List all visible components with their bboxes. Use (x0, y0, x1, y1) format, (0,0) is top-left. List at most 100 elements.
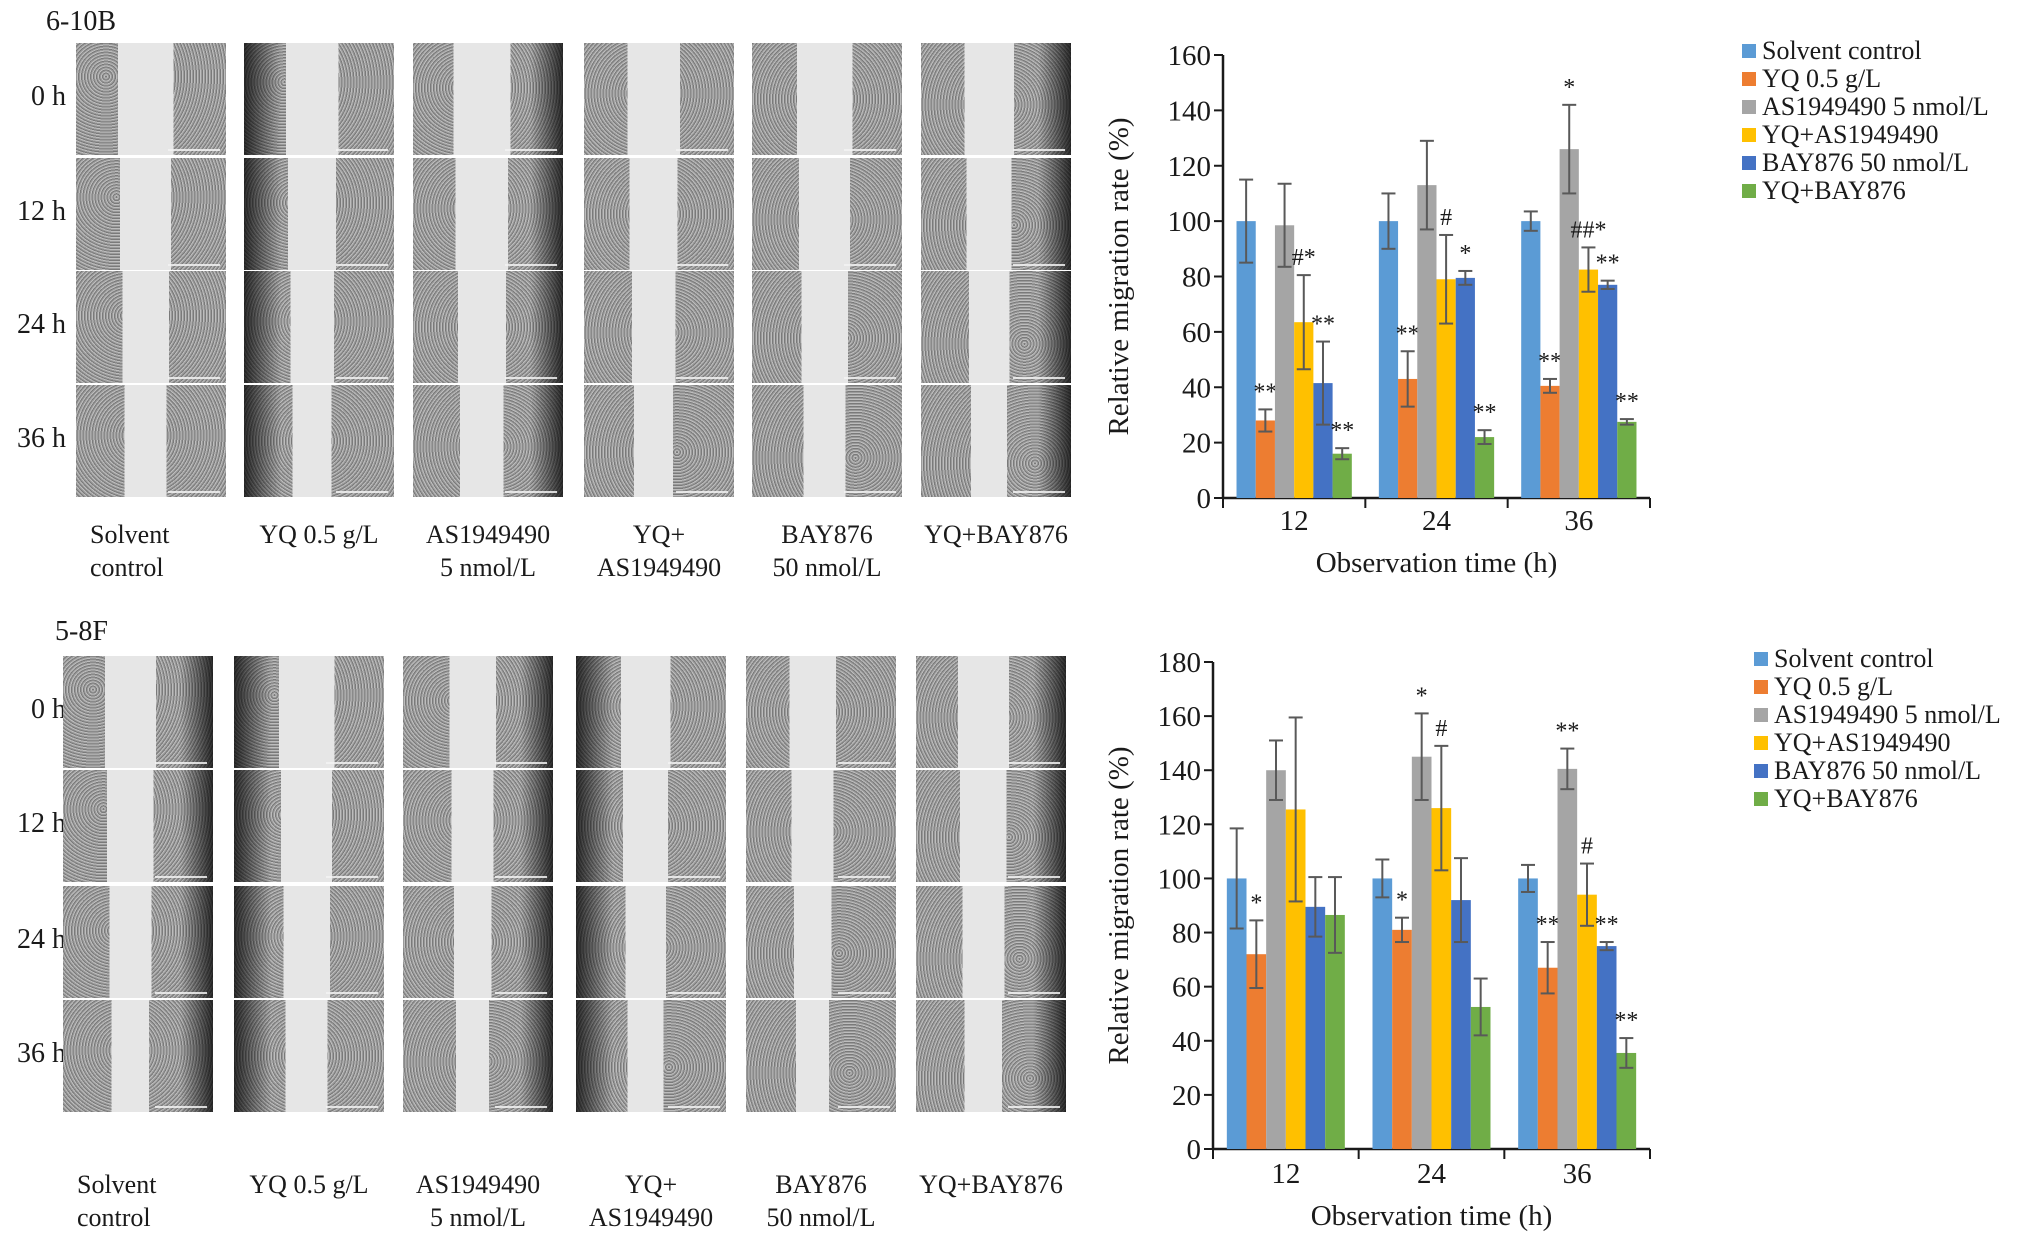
bar (1246, 954, 1267, 1149)
bar (1294, 322, 1314, 498)
wound-healing-micrograph (234, 886, 384, 998)
scale-bar (155, 1106, 207, 1108)
bar (1616, 1052, 1637, 1149)
wound-healing-micrograph (234, 770, 384, 882)
treatment-group-label: Solvent control (77, 1170, 157, 1232)
scale-bar (1008, 876, 1060, 878)
legend-swatch (1742, 100, 1756, 114)
x-tick-label: 24 (1422, 505, 1452, 537)
scale-bar (495, 876, 547, 878)
time-row-label: 12 h (17, 808, 66, 839)
wound-healing-micrograph (916, 656, 1066, 768)
significance-marker: ** (1536, 912, 1560, 938)
wound-healing-micrograph (746, 770, 896, 882)
treatment-group-label: YQ 0.5 g/L (249, 1170, 369, 1199)
y-tick-label: 140 (1158, 755, 1202, 787)
scale-bar (168, 264, 220, 266)
scale-bar (495, 762, 547, 764)
scale-bar (168, 149, 220, 151)
significance-marker: ** (1473, 400, 1497, 426)
wound-healing-micrograph (244, 385, 394, 497)
scale-bar (495, 992, 547, 994)
wound-healing-micrograph (921, 271, 1071, 383)
significance-marker: * (1416, 683, 1428, 709)
legend-label: YQ 0.5 g/L (1774, 672, 1893, 701)
significance-marker: #* (1292, 245, 1316, 271)
scale-bar (844, 377, 896, 379)
bar (1596, 946, 1617, 1149)
significance-marker: * (1250, 890, 1262, 916)
significance-marker: ** (1396, 321, 1420, 347)
scale-bar (326, 992, 378, 994)
wound-healing-micrograph (916, 1000, 1066, 1112)
significance-marker: * (1563, 75, 1575, 101)
wound-healing-micrograph (916, 886, 1066, 998)
wound-healing-micrograph (63, 1000, 213, 1112)
scale-bar (336, 491, 388, 493)
bar (1474, 437, 1495, 498)
wound-healing-micrograph (403, 770, 553, 882)
y-tick-label: 20 (1182, 428, 1211, 460)
wound-healing-micrograph (234, 1000, 384, 1112)
wound-healing-micrograph (752, 158, 902, 270)
bar (1325, 914, 1345, 1149)
scale-bar (838, 992, 890, 994)
scale-bar (505, 149, 557, 151)
scale-bar (336, 377, 388, 379)
y-tick-label: 140 (1168, 95, 1212, 127)
y-tick-label: 120 (1168, 151, 1212, 183)
wound-healing-micrograph (63, 770, 213, 882)
wound-healing-micrograph (76, 385, 226, 497)
bar (1378, 221, 1399, 498)
y-tick-label: 180 (1158, 647, 1202, 679)
wound-healing-micrograph (244, 271, 394, 383)
wound-healing-micrograph (413, 271, 563, 383)
panel-label-6-10b: 6-10B (46, 6, 116, 37)
bar (1521, 221, 1541, 498)
scale-bar (676, 491, 728, 493)
scale-bar (155, 762, 207, 764)
scale-bar (1008, 762, 1060, 764)
scale-bar (168, 491, 220, 493)
treatment-group-label: YQ+ AS1949490 (596, 520, 722, 582)
bar (1470, 1006, 1491, 1149)
scale-bar (505, 264, 557, 266)
legend-swatch (1754, 764, 1768, 778)
wound-healing-micrograph (76, 43, 226, 155)
wound-healing-micrograph (576, 1000, 726, 1112)
legend-swatch (1754, 708, 1768, 722)
bar (1285, 809, 1306, 1149)
legend-swatch (1742, 128, 1756, 142)
scale-bar (668, 762, 720, 764)
scale-bar (168, 377, 220, 379)
significance-marker: # (1435, 716, 1447, 742)
scale-bar (676, 149, 728, 151)
wound-healing-micrograph (752, 385, 902, 497)
time-row-label: 36 h (17, 1038, 66, 1069)
legend-label: YQ+AS1949490 (1762, 120, 1938, 149)
y-tick-label: 0 (1187, 1134, 1202, 1166)
wound-healing-micrograph (244, 158, 394, 270)
scale-bar (155, 876, 207, 878)
wound-healing-micrograph (921, 158, 1071, 270)
significance-marker: ##* (1570, 217, 1606, 243)
wound-healing-micrograph (76, 158, 226, 270)
legend-swatch (1742, 44, 1756, 58)
legend-swatch (1742, 72, 1756, 86)
treatment-group-label: AS1949490 5 nmol/L (415, 1170, 541, 1232)
scale-bar (1013, 149, 1065, 151)
significance-marker: ** (1253, 379, 1277, 405)
treatment-group-label: YQ+BAY876 (924, 520, 1068, 549)
legend-label: Solvent control (1774, 644, 1934, 673)
legend-label: YQ+BAY876 (1762, 176, 1906, 205)
x-tick-label: 12 (1280, 505, 1309, 537)
scale-bar (326, 1106, 378, 1108)
treatment-group-label: YQ+BAY876 (919, 1170, 1063, 1199)
bar (1559, 149, 1579, 498)
time-row-label: 0 h (31, 81, 66, 112)
wound-healing-micrograph (584, 271, 734, 383)
significance-marker: ** (1614, 1008, 1638, 1034)
significance-marker: # (1440, 205, 1452, 231)
scale-bar (1008, 1106, 1060, 1108)
scale-bar (668, 876, 720, 878)
